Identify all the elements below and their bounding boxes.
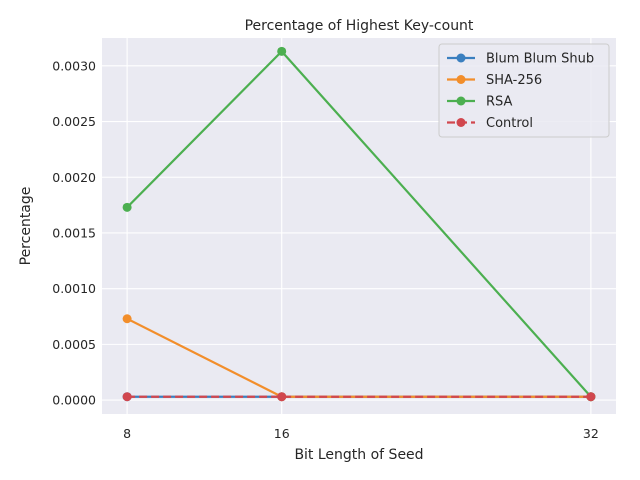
legend-box (438, 43, 610, 138)
legend-marker (456, 75, 466, 84)
data-point (122, 202, 132, 212)
legend-item: Control (447, 116, 533, 131)
legend-marker (456, 53, 466, 63)
y-tick-label: 0.0000 (52, 393, 96, 408)
legend-item: SHA-256 (447, 73, 542, 88)
data-point (277, 46, 287, 56)
y-tick-label: 0.0015 (52, 225, 96, 240)
legend-label: SHA-256 (486, 73, 542, 88)
data-point (586, 392, 596, 402)
y-tick-label: 0.0020 (52, 170, 96, 185)
y-tick-label: 0.0010 (52, 281, 96, 296)
x-axis-ticks: 8 16 32 (123, 426, 599, 441)
legend-marker (456, 96, 466, 106)
y-tick-label: 0.0005 (52, 337, 96, 352)
series-layer (122, 46, 596, 402)
legend-label: RSA (486, 95, 513, 110)
x-tick-label: 16 (274, 426, 290, 441)
data-point (122, 314, 132, 324)
legend: Blum Blum Shub SHA-256 RSA Control (438, 43, 610, 138)
data-point (122, 392, 132, 402)
series-control (122, 392, 596, 402)
x-axis-label: Bit Length of Seed (294, 447, 423, 463)
y-tick-label: 0.0025 (52, 114, 96, 129)
x-tick-label: 32 (583, 426, 599, 441)
legend-item: Blum Blum Shub (447, 52, 594, 67)
y-axis-ticks: 0.0000 0.0005 0.0010 0.0015 0.0020 0.0025 0.00… (52, 58, 96, 407)
legend-marker (456, 118, 466, 127)
legend-label: Control (486, 116, 533, 131)
data-point (277, 392, 287, 402)
legend-label: Blum Blum Shub (486, 52, 594, 67)
chart-title: Percentage of Highest Key-count (245, 18, 474, 34)
legend-item: RSA (447, 95, 513, 110)
x-tick-label: 8 (123, 426, 131, 441)
y-tick-label: 0.0030 (52, 58, 96, 73)
y-axis-label: Percentage (18, 187, 34, 266)
